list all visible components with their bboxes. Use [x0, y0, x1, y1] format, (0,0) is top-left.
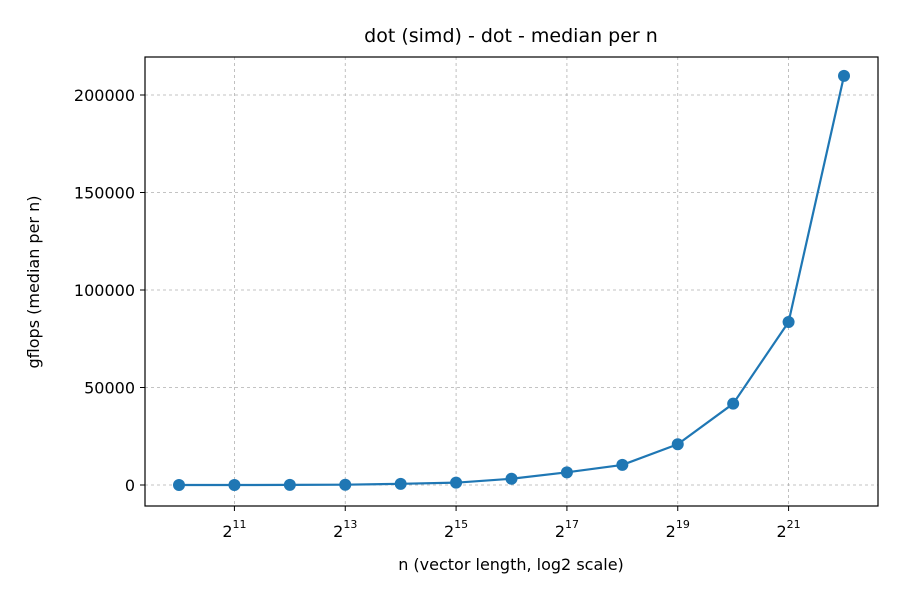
x-tick-label: 219 [666, 518, 690, 541]
data-point [228, 479, 241, 491]
y-tick-label: 150000 [74, 184, 135, 203]
data-point [782, 315, 795, 328]
y-tick-label: 50000 [84, 379, 135, 398]
x-tick-label-exponent: 19 [676, 518, 690, 531]
x-tick-label-exponent: 21 [787, 518, 801, 531]
data-point [838, 69, 850, 82]
x-tick-label-base: 2 [222, 522, 232, 541]
x-tick-label: 211 [222, 518, 246, 541]
x-tick-label: 213 [333, 518, 357, 541]
x-tick-label-base: 2 [555, 522, 565, 541]
data-point [727, 397, 740, 410]
data-point [671, 438, 684, 451]
data-point [173, 479, 185, 491]
y-axis-label: gflops (median per n) [24, 196, 43, 369]
series-layer [173, 69, 850, 491]
x-axis-label: n (vector length, log2 scale) [398, 555, 624, 574]
x-tick-label-exponent: 17 [565, 518, 579, 531]
chart-title: dot (simd) - dot - median per n [364, 25, 658, 47]
x-tick-label-exponent: 15 [454, 518, 468, 531]
y-axis: 0 50000 100000 150000 200000 [74, 86, 145, 495]
data-point [339, 478, 352, 491]
plot-frame [144, 56, 879, 507]
data-point [450, 476, 463, 489]
data-point [283, 478, 296, 491]
x-tick-label-exponent: 13 [343, 518, 357, 531]
x-tick-label: 215 [444, 518, 468, 541]
data-point [616, 458, 629, 471]
x-tick-label-base: 2 [776, 522, 786, 541]
data-point [505, 472, 518, 485]
data-point [394, 477, 407, 490]
data-point [560, 466, 573, 479]
x-tick-label: 221 [776, 518, 800, 541]
y-tick-label: 200000 [74, 86, 135, 105]
x-tick-label-exponent: 11 [233, 518, 247, 531]
x-tick-label-base: 2 [444, 522, 454, 541]
y-tick-label: 100000 [74, 281, 135, 300]
x-axis: 211 213 215 217 219 221 [222, 506, 801, 541]
y-tick-label: 0 [125, 476, 135, 495]
x-tick-label-base: 2 [666, 522, 676, 541]
x-tick-label: 217 [555, 518, 579, 541]
x-tick-label-base: 2 [333, 522, 343, 541]
